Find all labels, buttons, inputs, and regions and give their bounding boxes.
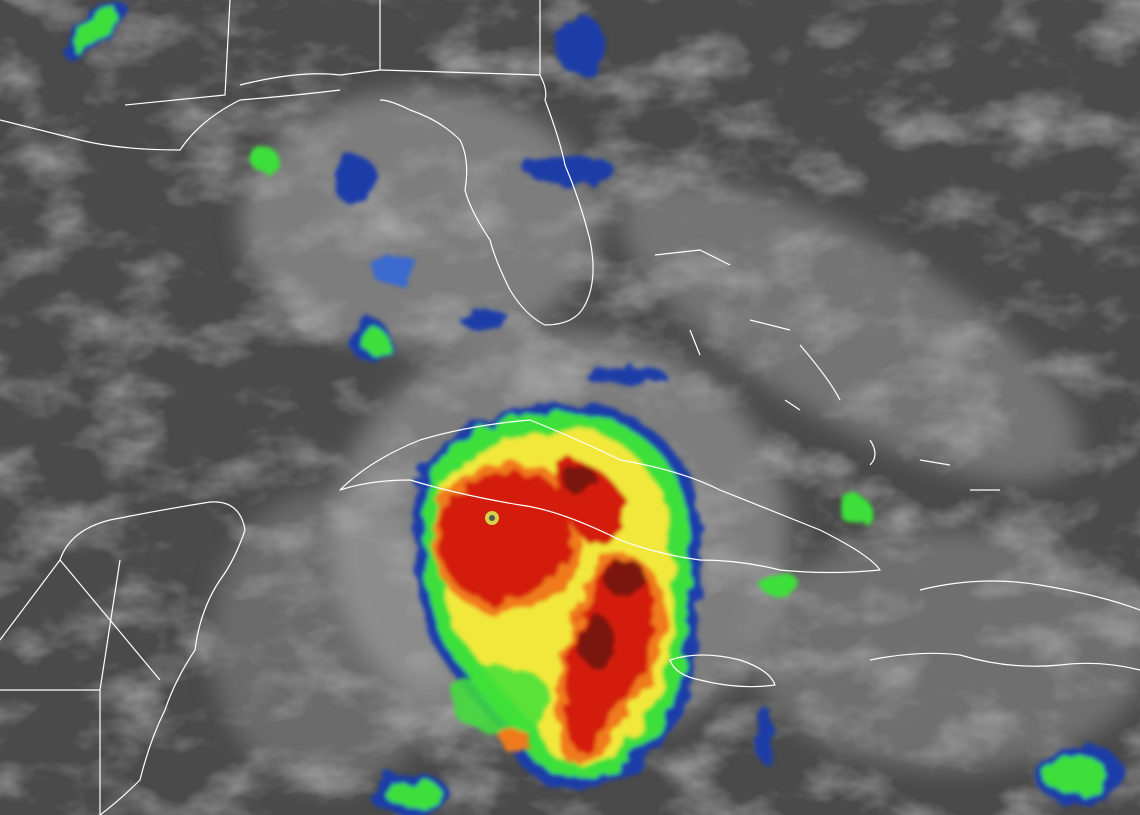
jamaica-outline [669,654,776,688]
cuba-outline [339,419,881,574]
bahamas-outline [654,249,1000,491]
hispaniola-outline [869,580,1140,671]
convective-cells [63,2,1125,815]
gulf-coast-outline [0,89,341,151]
yucatan-outline [0,501,246,815]
florida-outline [124,0,594,326]
us-border-lines [379,0,541,75]
